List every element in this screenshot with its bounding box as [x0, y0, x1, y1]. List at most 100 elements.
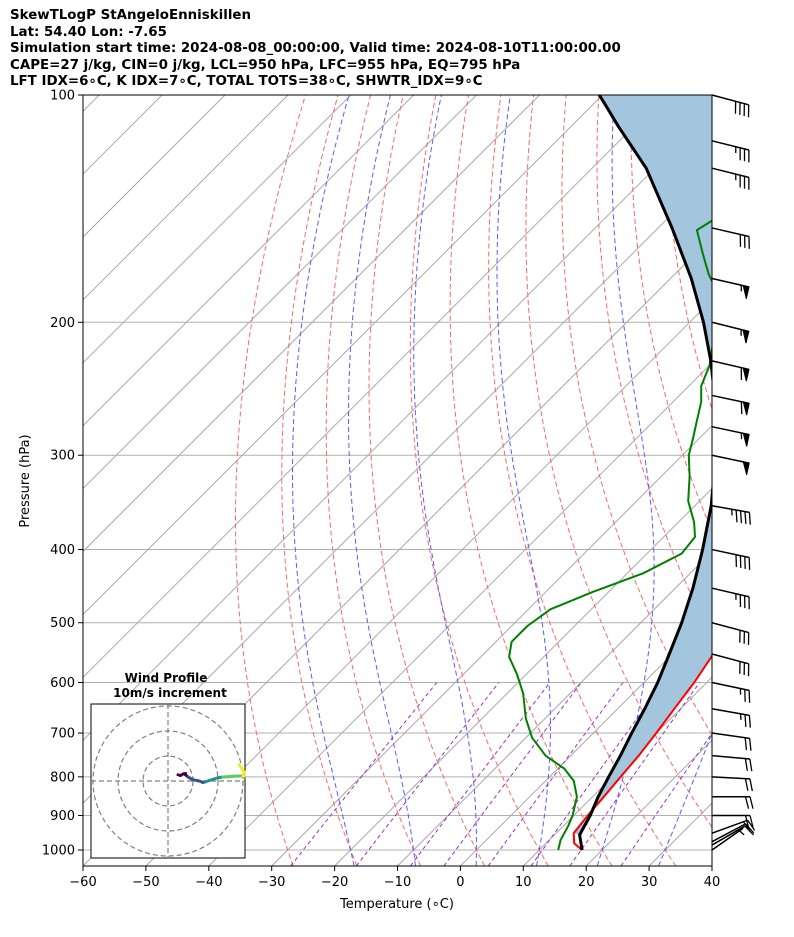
x-tick-label: 0	[456, 875, 464, 890]
moist-adiabat	[658, 731, 712, 866]
barb-staff	[711, 823, 746, 843]
barb-pennant	[742, 329, 750, 344]
hodograph-title: Wind Profile	[125, 671, 208, 685]
isotherm-line	[83, 95, 540, 553]
wind-barb	[711, 167, 750, 190]
barb-staff	[711, 776, 750, 780]
barb-staff	[711, 167, 750, 179]
y-tick-label: 700	[50, 727, 75, 742]
barb-pennant	[742, 401, 750, 416]
wind-barb	[711, 754, 753, 772]
moist-adiabat	[720, 95, 794, 866]
mixing-ratio-line	[487, 682, 624, 866]
isotherm-line	[460, 613, 712, 866]
barb-feather	[744, 511, 747, 524]
isotherm-line	[83, 95, 666, 679]
isotherm-line	[83, 95, 352, 364]
wind-barb	[711, 394, 750, 416]
barb-staff	[711, 825, 746, 846]
wind-barb	[711, 454, 750, 475]
barb-feather	[749, 796, 754, 809]
isotherm-line	[83, 95, 415, 427]
barb-pennant	[742, 461, 750, 475]
hodograph-subtitle: 10m/s increment	[113, 686, 227, 700]
barb-feather	[744, 815, 750, 828]
barb-feather	[735, 509, 738, 523]
barb-staff	[711, 621, 749, 634]
x-tick-label: −20	[321, 875, 348, 890]
y-tick-label: 600	[50, 676, 75, 691]
isotherm-line	[208, 362, 712, 866]
mixing-ratio-line	[355, 682, 500, 866]
isotherm-line	[397, 550, 712, 866]
dry-adiabat	[281, 95, 358, 866]
barb-feather	[744, 758, 748, 771]
mixing-ratio-line	[620, 732, 712, 866]
instability-parameters: CAPE=27 j/kg, CIN=0 j/kg, LCL=950 hPa, L…	[10, 57, 521, 73]
dry-adiabat	[368, 95, 485, 866]
isotherm-line	[83, 95, 477, 490]
barb-staff	[711, 653, 749, 665]
dry-adiabat	[235, 95, 306, 866]
isotherm-line	[83, 95, 289, 301]
barb-staff	[711, 227, 750, 238]
isotherms	[83, 95, 794, 866]
location-coordinates: Lat: 54.40 Lon: -7.65	[10, 24, 167, 40]
barb-staff	[711, 94, 749, 106]
mixing-ratio-line	[290, 682, 438, 866]
stability-indices: LFT IDX=6∘C, K IDX=7∘C, TOTAL TOTS=38∘C,…	[10, 74, 483, 90]
isotherm-line	[711, 865, 712, 866]
barb-staff	[711, 827, 744, 851]
isotherm-line	[83, 95, 603, 616]
moist-adiabat	[348, 95, 416, 866]
wind-profile-hodograph: Wind Profile 10m/s increment	[90, 671, 246, 859]
wind-barb	[711, 776, 753, 792]
wind-barb	[711, 505, 751, 525]
barb-staff	[711, 587, 750, 598]
isotherm-line	[775, 95, 794, 866]
wind-barb	[712, 814, 754, 828]
wind-barb	[711, 227, 750, 249]
mixing-ratio-line	[530, 682, 664, 866]
simulation-times: Simulation start time: 2024-08-08_00:00:…	[10, 41, 621, 57]
y-tick-label: 300	[50, 449, 75, 464]
barb-pennant	[742, 432, 750, 447]
barb-feather	[749, 758, 753, 772]
temperature-profile	[572, 654, 712, 851]
y-tick-label: 500	[50, 616, 75, 631]
barb-feather	[744, 796, 750, 809]
dry-adiabat	[729, 95, 794, 866]
barb-staff	[711, 819, 748, 834]
x-tick-label: −10	[384, 875, 411, 890]
wind-barb	[711, 360, 750, 382]
dry-adiabat	[525, 95, 712, 828]
barb-staff	[711, 681, 750, 692]
parcel-path	[578, 95, 712, 851]
wind-barb	[711, 708, 751, 728]
wind-barb	[711, 321, 750, 344]
dry-adiabat	[596, 95, 712, 639]
dewpoint-profile	[508, 219, 712, 851]
mixing-ratio-line	[409, 682, 551, 866]
wind-barb	[711, 819, 756, 834]
x-tick-label: −50	[132, 875, 159, 890]
barb-feather	[742, 821, 751, 833]
wind-barb	[711, 548, 751, 570]
barb-feather	[749, 815, 754, 828]
barb-pennant	[742, 285, 750, 299]
moist-adiabat	[292, 95, 355, 866]
x-tick-label: 20	[578, 875, 595, 890]
y-tick-label: 400	[50, 543, 75, 558]
hodograph-trace	[237, 763, 244, 770]
x-tick-label: 10	[515, 875, 532, 890]
cape-shading	[573, 95, 712, 835]
moist-adiabats	[292, 95, 794, 866]
dry-adiabat	[762, 95, 794, 866]
x-tick-label: −40	[195, 875, 222, 890]
barb-pennant	[742, 367, 750, 382]
barb-feather	[748, 738, 752, 751]
barb-staff	[711, 140, 750, 151]
x-tick-label: 40	[704, 875, 721, 890]
cape-area	[573, 95, 712, 835]
